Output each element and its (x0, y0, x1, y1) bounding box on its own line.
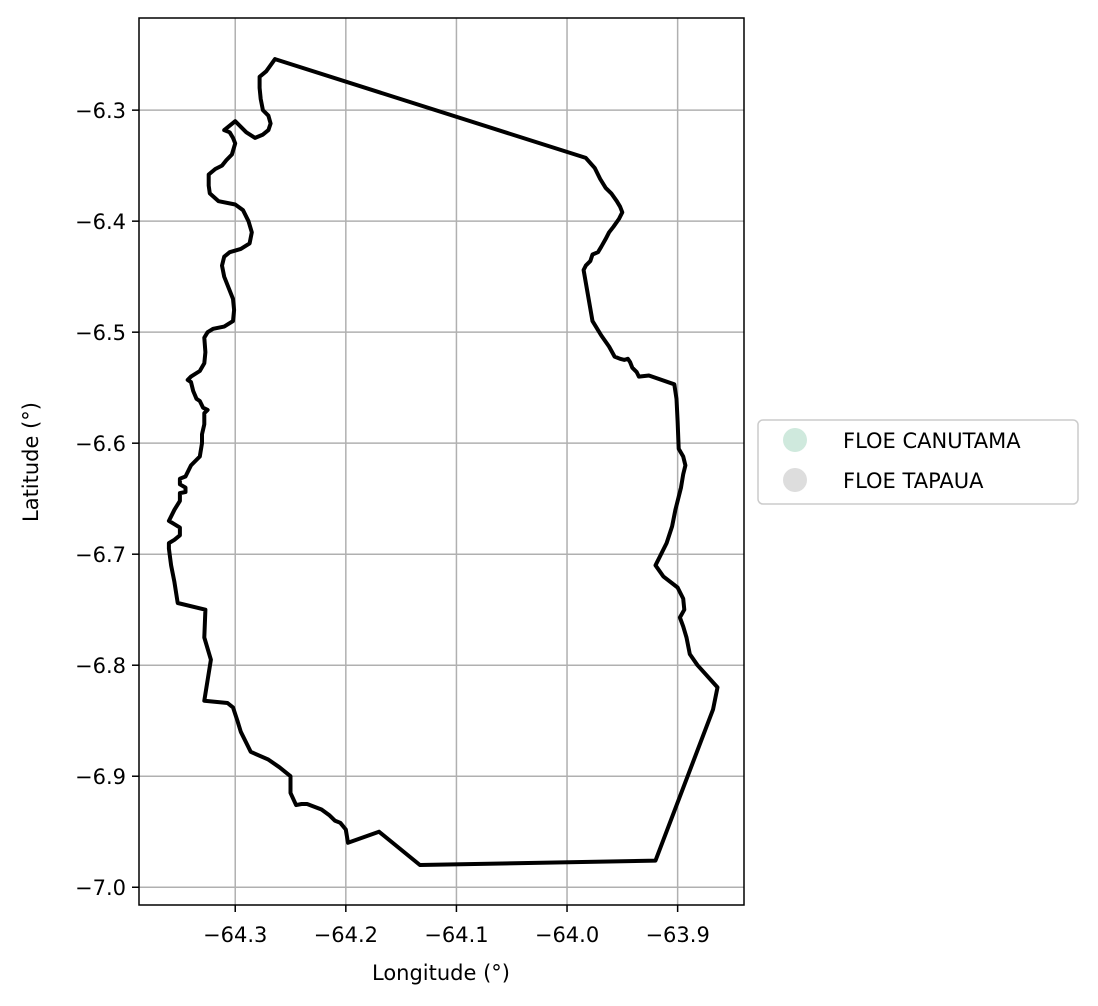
y-tick-label: −6.5 (75, 321, 126, 345)
legend-label-floe-tapaua: FLOE TAPAUA (843, 469, 984, 493)
y-tick-label: −6.8 (75, 654, 126, 678)
y-tick-label: −7.0 (75, 876, 126, 900)
y-tick-label: −6.4 (75, 210, 126, 234)
region-boundary (166, 57, 720, 867)
y-tick-label: −6.3 (75, 99, 126, 123)
plot-frame (138, 17, 745, 906)
y-tick-label: −6.6 (75, 432, 126, 456)
y-axis-ticks: −6.3 −6.4 −6.5 −6.6 −6.7 −6.8 −6.9 −7.0 (75, 99, 139, 900)
y-tick-label: −6.9 (75, 765, 126, 789)
x-tick-label: −64.1 (424, 923, 488, 947)
x-tick-label: −64.0 (535, 923, 599, 947)
legend-marker-floe-canutama (783, 428, 807, 452)
x-tick-label: −64.3 (203, 923, 267, 947)
x-tick-label: −63.9 (645, 923, 709, 947)
legend-label-floe-canutama: FLOE CANUTAMA (843, 429, 1021, 453)
y-axis-label: Latitude (°) (19, 402, 43, 522)
legend: FLOE CANUTAMA FLOE TAPAUA (757, 419, 1079, 505)
x-axis-label: Longitude (°) (372, 961, 510, 985)
y-tick-label: −6.7 (75, 543, 126, 567)
x-tick-label: −64.2 (314, 923, 378, 947)
legend-frame (757, 419, 1079, 505)
legend-marker-floe-tapaua (783, 468, 807, 492)
grid-lines (139, 18, 744, 905)
x-axis-ticks: −64.3 −64.2 −64.1 −64.0 −63.9 (203, 905, 710, 947)
